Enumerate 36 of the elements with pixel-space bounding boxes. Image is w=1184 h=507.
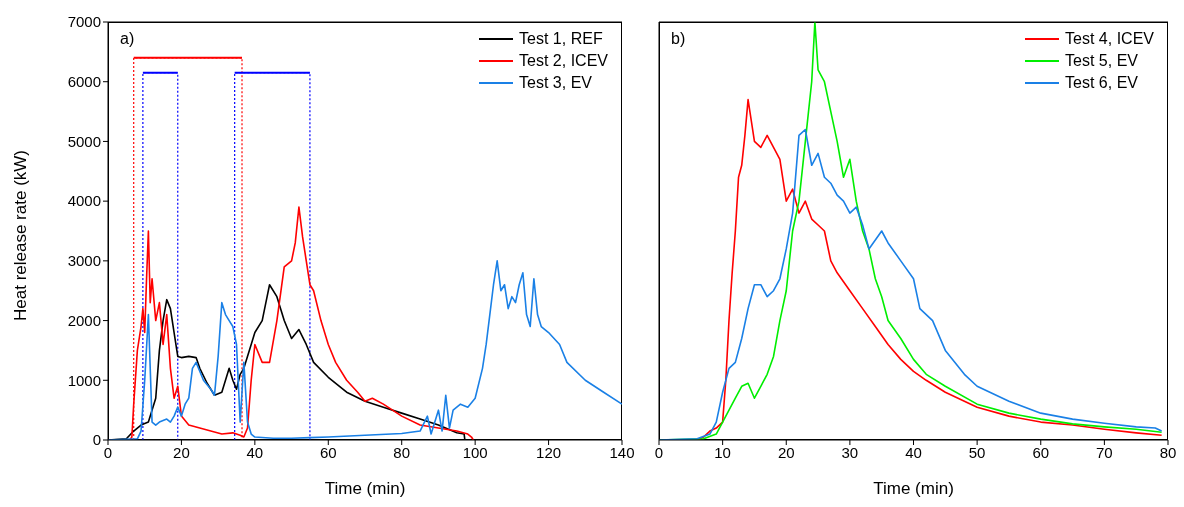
x-tick-label: 30: [841, 443, 859, 461]
x-tick-label: 10: [714, 443, 731, 461]
y-tick-label: 1000: [67, 371, 101, 389]
x-tick-label: 80: [393, 443, 411, 461]
x-tick-label: 60: [1032, 443, 1050, 461]
x-tick-label: 50: [968, 443, 986, 461]
x-tick-label: 40: [246, 443, 264, 461]
x-tick-label: 20: [777, 443, 795, 461]
y-tick-label: 0: [92, 431, 101, 449]
y-tick-label: 7000: [67, 13, 101, 31]
legend-label: Test 2, ICEV: [519, 51, 608, 71]
y-tick-label: 3000: [67, 252, 101, 270]
x-tick-label: 120: [536, 443, 562, 461]
y-tick-label: 6000: [67, 73, 101, 91]
legend-label: Test 3, EV: [519, 73, 592, 93]
x-tick-label: 40: [905, 443, 922, 461]
x-tick-label: 60: [319, 443, 337, 461]
x-tick-label: 70: [1096, 443, 1113, 461]
y-axis-title: Heat release rate (kW): [11, 150, 31, 321]
x-axis-title: Time (min): [324, 479, 406, 498]
x-tick-label: 20: [173, 443, 190, 461]
x-tick-label: 0: [654, 443, 664, 461]
annotation: b): [671, 30, 686, 48]
x-tick-label: 0: [103, 443, 113, 461]
legend-label: Test 5, EV: [1065, 51, 1138, 71]
legend-label: Test 6, EV: [1065, 73, 1138, 93]
y-tick-label: 4000: [67, 192, 101, 210]
annotation: a): [120, 30, 135, 48]
legend-label: Test 4, ICEV: [1065, 29, 1154, 49]
x-axis-title: Time (min): [873, 479, 954, 498]
y-tick-label: 5000: [67, 132, 101, 150]
x-tick-label: 100: [462, 443, 488, 461]
legend-label: Test 1, REF: [519, 29, 603, 49]
x-tick-label: 140: [609, 443, 635, 461]
y-tick-label: 2000: [67, 311, 101, 329]
x-tick-label: 80: [1159, 443, 1177, 461]
